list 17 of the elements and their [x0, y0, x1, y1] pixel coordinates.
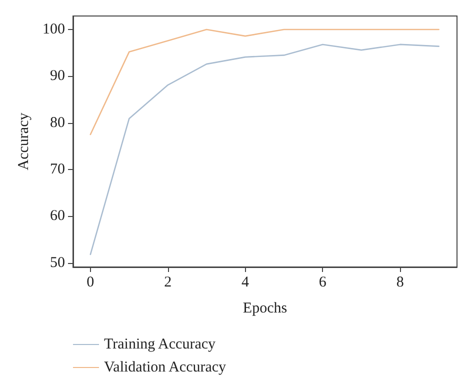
- y-axis-title: Accuracy: [16, 112, 32, 170]
- y-tick-label: 90: [50, 68, 65, 84]
- y-tick-label: 100: [42, 22, 65, 38]
- x-tick-label: 2: [164, 274, 172, 290]
- y-tick-label: 50: [50, 254, 65, 271]
- y-tick-label: 60: [50, 208, 65, 224]
- legend-label: Validation Accuracy: [104, 360, 227, 376]
- x-tick-label: 4: [242, 274, 250, 290]
- legend-label: Training Accuracy: [104, 336, 216, 352]
- x-axis-title: Epochs: [242, 300, 288, 316]
- x-tick-label: 6: [318, 274, 327, 290]
- line-series: [90, 28, 440, 136]
- y-tick-label: 70: [50, 161, 65, 178]
- y-tick-label: 80: [50, 114, 65, 131]
- x-tick-label: 8: [396, 274, 404, 290]
- line-series: [90, 44, 440, 256]
- x-tick-label: 0: [86, 274, 94, 290]
